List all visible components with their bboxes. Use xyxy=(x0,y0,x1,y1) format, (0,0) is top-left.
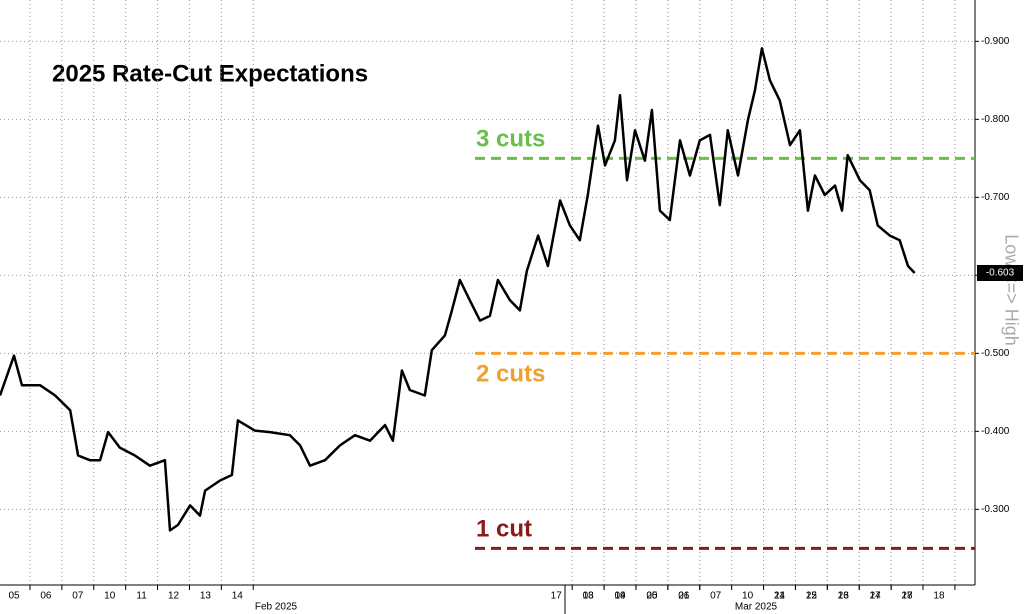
y-tick-label: -0.700 xyxy=(981,192,1010,203)
x-tick-label: 06 xyxy=(678,591,690,602)
x-tick-label: 12 xyxy=(168,591,180,602)
x-tick-label: 27 xyxy=(870,591,882,602)
x-tick-label: 18 xyxy=(933,591,945,602)
y-tick-label: -0.400 xyxy=(981,426,1010,437)
x-tick-label: 19 xyxy=(614,591,626,602)
x-tick-label: 05 xyxy=(8,591,20,602)
x-tick-label: 11 xyxy=(774,591,785,602)
current-value-label: -0.603 xyxy=(986,268,1015,279)
x-tick-label: 17 xyxy=(902,591,914,602)
data-line xyxy=(0,47,916,532)
x-tick-label: 04 xyxy=(614,591,626,602)
x-tick-label: 17 xyxy=(551,591,563,602)
x-tick-label: 05 xyxy=(646,591,658,602)
current-value-tag xyxy=(977,265,1023,281)
y-tick-label: -0.900 xyxy=(981,36,1010,47)
x-tick-label: 14 xyxy=(232,591,244,602)
x-tick-label: 10 xyxy=(104,591,116,602)
x-tick-label: 07 xyxy=(72,591,84,602)
month-label: Feb 2025 xyxy=(255,602,298,613)
x-tick-label: 13 xyxy=(200,591,212,602)
x-tick-label: 18 xyxy=(583,591,595,602)
x-tick-label: 28 xyxy=(902,591,914,602)
x-tick-label: 26 xyxy=(838,591,850,602)
month-label: Mar 2025 xyxy=(735,602,778,613)
x-tick-label: 21 xyxy=(678,591,690,602)
x-tick-label: 14 xyxy=(870,591,882,602)
x-tick-label: 25 xyxy=(806,591,818,602)
x-tick-label: 10 xyxy=(742,591,754,602)
chart-title: 2025 Rate-Cut Expectations xyxy=(52,60,368,87)
x-tick-label: 13 xyxy=(838,591,850,602)
x-tick-label: 24 xyxy=(774,591,786,602)
y-tick-label: -0.500 xyxy=(981,348,1010,359)
x-tick-label: 06 xyxy=(40,591,52,602)
x-tick-label: 11 xyxy=(136,591,147,602)
x-tick-label: 03 xyxy=(583,591,595,602)
reference-label: 1 cut xyxy=(476,516,532,543)
reference-label: 2 cuts xyxy=(476,361,545,388)
y-tick-label: -0.300 xyxy=(981,504,1010,515)
x-tick-label: 07 xyxy=(710,591,722,602)
x-tick-label: 12 xyxy=(806,591,818,602)
reference-label: 3 cuts xyxy=(476,126,545,153)
y-axis-label: Low <=> High xyxy=(1001,234,1021,346)
x-tick-label: 20 xyxy=(646,591,658,602)
y-tick-label: -0.800 xyxy=(981,114,1010,125)
